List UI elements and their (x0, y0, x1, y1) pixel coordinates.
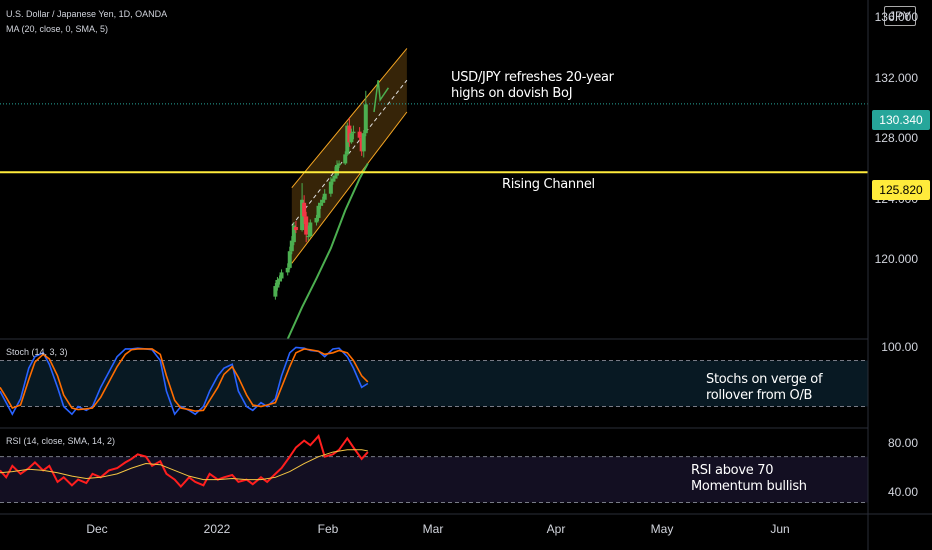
candle-body (322, 193, 327, 200)
candle-body (357, 131, 362, 138)
stoch-d-line (0, 348, 369, 412)
headline-annotation: USD/JPY refreshes 20-year highs on dovis… (451, 70, 614, 102)
candle-body (314, 217, 319, 223)
time-axis-tick: 2022 (203, 522, 231, 536)
candle-body (359, 137, 364, 152)
candle-body (306, 236, 311, 238)
rising-channel-fill (291, 48, 407, 264)
price-axis-tick: 128.000 (874, 131, 918, 146)
rsi-annotation: RSI above 70 Momentum bullish (691, 463, 807, 495)
candle-body (302, 202, 307, 217)
stoch-label: Stoch (14, 3, 3) (6, 347, 68, 357)
candle-body (345, 125, 350, 155)
candle-body (332, 175, 337, 179)
rsi-axis-tick: 40.00 (887, 485, 918, 499)
candle-body (361, 133, 366, 152)
price-axis-tick: 120.000 (874, 252, 918, 267)
candle-body (363, 104, 368, 134)
rsi-line-2: Momentum bullish (691, 479, 807, 494)
time-axis-tick: May (650, 522, 674, 536)
candle-body (337, 163, 342, 165)
candle-body (316, 205, 321, 218)
candle-body (308, 222, 313, 237)
candle-body (335, 164, 340, 176)
rsi-label: RSI (14, close, SMA, 14, 2) (6, 436, 116, 446)
candle-body (304, 216, 309, 235)
stoch-annotation: Stochs on verge of rollover from O/B (706, 372, 823, 404)
time-axis-tick: Apr (546, 522, 566, 536)
candle-body (320, 199, 325, 203)
candle-body (293, 227, 298, 231)
candle-body (351, 131, 356, 134)
level-price-badge: 125.820 (872, 180, 930, 200)
rsi-axis-tick: 80.00 (887, 436, 918, 450)
channel-middle-line (291, 79, 408, 226)
stoch-axis-tick: 100.00 (881, 340, 918, 354)
stoch-line-1: Stochs on verge of (706, 372, 823, 387)
current-price-badge: 130.340 (872, 110, 930, 130)
candle-body (349, 133, 354, 143)
forecast-zigzag (373, 80, 390, 113)
rsi-line (0, 434, 369, 488)
headline-line-1: USD/JPY refreshes 20-year (451, 70, 614, 85)
ma-label: MA (20, close, 0, SMA, 5) (6, 24, 109, 34)
price-axis-tick: 132.000 (874, 70, 918, 85)
stoch-band-fill (0, 360, 868, 407)
candle-body (277, 278, 282, 282)
candle-body (300, 199, 305, 231)
candle-body (318, 202, 323, 206)
time-axis-tick: Feb (317, 522, 339, 536)
currency-button[interactable]: JPY (884, 6, 916, 26)
candle-body (275, 279, 280, 288)
candle-body (291, 225, 296, 243)
candle-body (328, 181, 333, 194)
ma-line (286, 162, 369, 340)
candle-body (273, 286, 278, 297)
time-axis-tick: Dec (86, 522, 108, 536)
time-axis-tick: Jun (770, 522, 790, 536)
rsi-ma-line (0, 449, 368, 481)
symbol-label: U.S. Dollar / Japanese Yen, 1D, OANDA (6, 9, 168, 19)
stoch-line-2: rollover from O/B (706, 388, 813, 403)
price-axis-tick: 136.000 (874, 10, 918, 25)
candle-body (279, 272, 284, 279)
candle-body (287, 251, 292, 268)
channel-lower-line (291, 111, 408, 264)
candle-body (343, 154, 348, 164)
candle-body (285, 267, 290, 273)
candle-body (289, 240, 294, 252)
channel-annotation: Rising Channel (502, 177, 595, 192)
time-axis-tick: Mar (422, 522, 444, 536)
candle-body (347, 125, 352, 143)
headline-line-2: highs on dovish BoJ (451, 86, 573, 101)
rsi-line-1: RSI above 70 (691, 463, 774, 478)
candle-body (330, 178, 335, 182)
